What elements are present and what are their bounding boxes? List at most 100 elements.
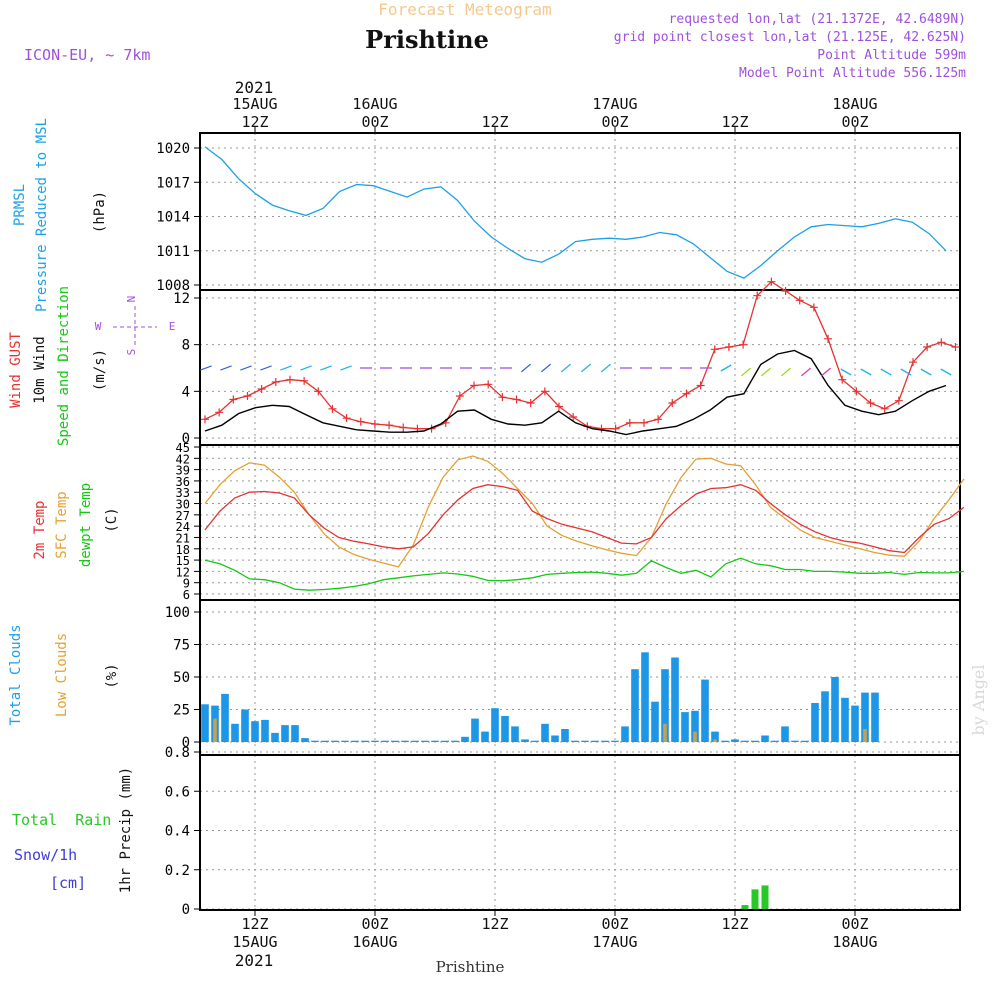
total-clouds-bar [371, 740, 379, 742]
total-clouds-bar [381, 740, 389, 742]
total-clouds-bar [311, 740, 319, 742]
grid-point-location: grid point closest lon,lat (21.125E, 42.… [614, 30, 966, 45]
chart-plot-area: 1008101110141017102004812691215182124273… [156, 95, 965, 951]
precip-legend-rain: Total Rain [12, 811, 111, 829]
total-clouds-bar [231, 723, 239, 742]
wind-direction-arrow [240, 365, 252, 371]
x-tick-label-top-hour: 12Z [481, 113, 508, 131]
total-clouds-bar [221, 693, 229, 742]
x-tick-label-bottom-hour: 12Z [481, 915, 508, 933]
wind-gust-marker [342, 414, 351, 423]
total-clouds-bar [861, 692, 869, 742]
y-tick-label: 18 [176, 543, 190, 557]
wind-gust-marker [682, 389, 691, 398]
low-clouds-bar [713, 739, 717, 742]
x-tick-label-top-day: 15AUG [232, 95, 277, 113]
wind-gust-line [204, 280, 956, 430]
total-clouds-bar [781, 726, 789, 742]
total-clouds-bar [291, 725, 299, 742]
y-tick-label: 33 [176, 486, 190, 500]
wind-direction-arrow [560, 363, 572, 373]
total-clouds-bar [461, 736, 469, 742]
compass-rose: N S W E [95, 296, 176, 356]
x-tick-label-bottom-hour: 12Z [721, 915, 748, 933]
total-clouds-bar [551, 735, 559, 742]
wind-gust-marker [399, 423, 408, 432]
wind-gust-marker [201, 415, 209, 424]
y-tick-label: 6 [183, 588, 190, 602]
pressure-label-desc: Pressure Reduced to MSL [34, 118, 50, 312]
wind-gust-marker [909, 358, 917, 367]
total-clouds-bar [271, 732, 279, 742]
y-tick-label: 15 [176, 554, 190, 568]
x-tick-label-bottom-hour: 00Z [601, 915, 628, 933]
wind-gust-marker [540, 387, 549, 396]
wind-direction-arrow [940, 368, 952, 376]
temp-label-unit: (C) [104, 507, 120, 532]
low-clouds-bar [663, 723, 667, 742]
temp-label-dewpt: dewpt Temp [78, 483, 94, 567]
wind-gust-marker [852, 387, 861, 396]
wind-gust-marker [597, 424, 606, 433]
y-tick-label: 0.4 [165, 824, 190, 840]
wind-label-unit: (m/s) [92, 349, 108, 391]
total-clouds-bar [431, 740, 439, 742]
wind-direction-arrow [280, 365, 292, 371]
clouds-label-unit: (%) [104, 663, 120, 688]
rain-bar [741, 905, 749, 909]
wind-gust-marker [710, 345, 719, 354]
precip-label: 1hr Precip (mm) [118, 767, 134, 893]
x-tick-label-top-hour: 00Z [361, 113, 388, 131]
x-tick-label-bottom-hour: 00Z [841, 915, 868, 933]
y-tick-label: 1011 [156, 244, 190, 260]
wind-direction-arrow [760, 367, 772, 377]
total-clouds-bar [791, 740, 799, 742]
total-clouds-bar [451, 740, 459, 742]
x-tick-label-top-hour: 00Z [841, 113, 868, 131]
total-clouds-bar [241, 709, 249, 742]
total-clouds-bar [601, 740, 609, 742]
wind-direction-arrow [880, 368, 892, 376]
precip-legend-unit: [cm] [50, 874, 86, 892]
wind-direction-arrow [780, 367, 792, 377]
y-tick-label: 75 [173, 638, 190, 654]
y-tick-label: 0 [182, 735, 190, 751]
meteogram-subtitle: Forecast Meteogram [378, 0, 551, 19]
footer-location: Prishtine [436, 958, 505, 976]
y-tick-label: 36 [176, 475, 190, 489]
wind-direction-arrow [800, 367, 812, 377]
wind-gust-marker [484, 380, 493, 389]
low-clouds-bar [213, 718, 217, 742]
wind-direction-arrow [860, 368, 872, 376]
watermark: by Angel [969, 664, 988, 735]
total-clouds-bar [471, 718, 479, 742]
total-clouds-bar [531, 740, 539, 742]
compass-e: E [169, 320, 176, 333]
x-tick-label-bottom-hour: 12Z [241, 915, 268, 933]
wind-gust-marker [824, 334, 833, 343]
x-tick-label-bottom-hour: 00Z [361, 915, 388, 933]
wind-gust-marker [654, 415, 663, 424]
total-clouds-bar [871, 692, 879, 742]
wind-direction-arrow [300, 365, 312, 371]
total-clouds-bar [661, 669, 669, 742]
wind-gust-marker [215, 408, 224, 417]
y-tick-label: 9 [183, 577, 190, 591]
clouds-label-low: Low Clouds [54, 633, 70, 717]
wind-gust-marker [498, 393, 507, 402]
meteogram-title: Prishtine [365, 25, 489, 54]
pressure-line [204, 146, 947, 279]
wind-gust-marker [923, 343, 932, 351]
wind-gust-marker [894, 396, 903, 405]
rain-bar [761, 885, 769, 909]
total-clouds-bar [721, 740, 729, 742]
wind-direction-arrow [340, 365, 352, 371]
wind-direction-arrow [260, 365, 272, 371]
x-tick-label-top-day: 18AUG [832, 95, 877, 113]
compass-n: N [125, 296, 138, 303]
y-tick-label: 42 [176, 452, 190, 466]
y-tick-label: 21 [176, 531, 190, 545]
y-tick-label: 30 [176, 498, 190, 512]
wind-gust-marker [229, 395, 238, 404]
